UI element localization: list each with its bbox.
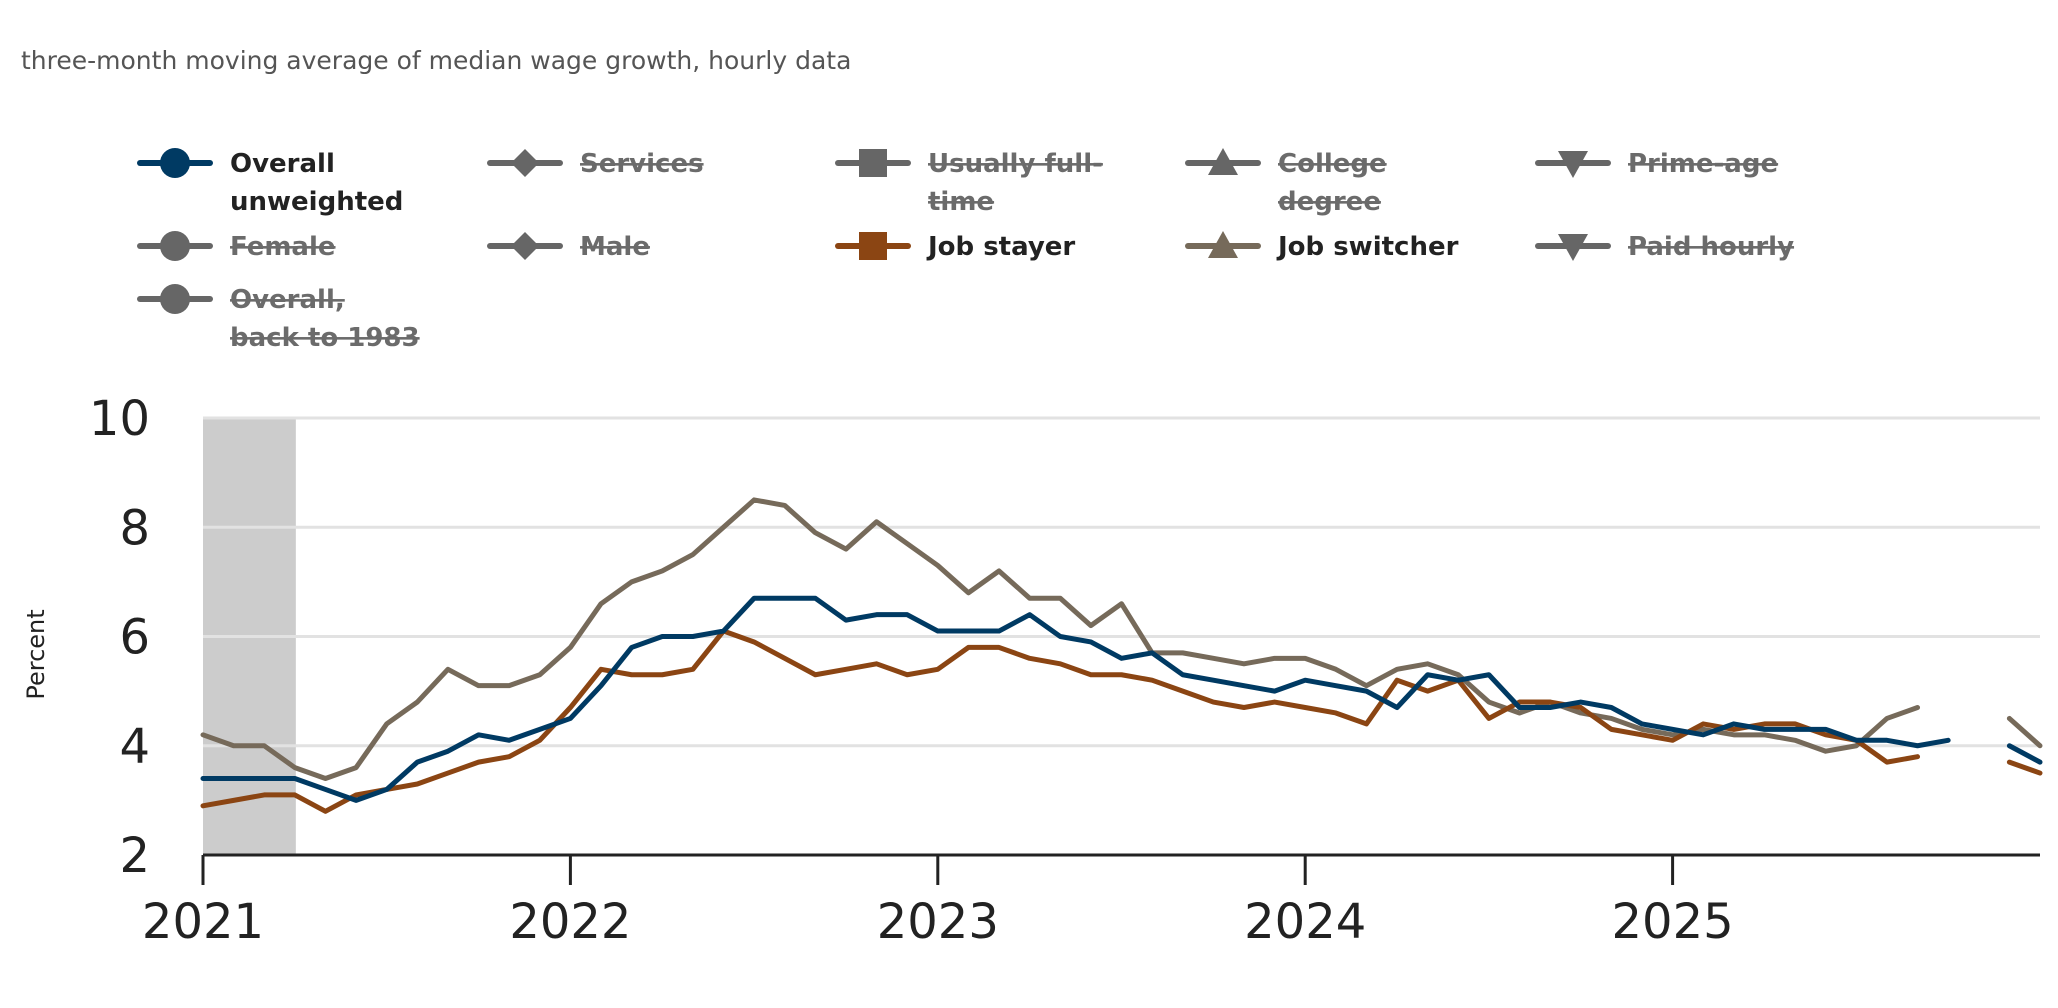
legend-label: Paid hourly — [1628, 232, 1794, 262]
series-line-segment — [200, 628, 1921, 814]
legend-marker-triangle-up — [1208, 148, 1238, 175]
legend-marker-triangle-down — [1558, 234, 1588, 261]
y-tick-label: 8 — [119, 500, 150, 556]
y-tick-label: 6 — [119, 610, 150, 666]
legend-label: Usually full-time — [928, 149, 1103, 217]
x-tick-label: 2025 — [1612, 894, 1734, 950]
legend-marker-circle — [160, 284, 190, 314]
series-line-segment — [2006, 743, 2043, 765]
legend-marker-square — [859, 232, 887, 260]
legend-label: Services — [580, 149, 704, 179]
legend-item-overall-back-to-1983[interactable]: Overall, back to 1983 — [137, 284, 420, 353]
legend-label: Job stayer — [926, 232, 1075, 262]
series-line-segment — [200, 497, 1921, 782]
legend-item-job-switcher[interactable]: Job switcher — [1185, 231, 1459, 262]
y-axis-label: Percent — [22, 609, 50, 699]
legend-item-overall-unweighted[interactable]: Overall unweighted — [137, 148, 403, 217]
series-job-stayer — [200, 628, 2043, 814]
legend-item-usually-full-time[interactable]: Usually full-time — [835, 149, 1103, 217]
legend-marker-diamond — [511, 149, 539, 177]
series-line-segment — [2006, 715, 2043, 749]
legend-item-paid-hourly[interactable]: Paid hourly — [1535, 232, 1794, 262]
legend-item-job-stayer[interactable]: Job stayer — [835, 232, 1075, 262]
legend-item-prime-age[interactable]: Prime-age — [1535, 149, 1778, 179]
legend-item-male[interactable]: Male — [487, 232, 650, 262]
legend-marker-diamond — [511, 232, 539, 260]
series-line-segment — [200, 595, 1951, 803]
y-tick-label: 4 — [119, 719, 150, 775]
legend-label: Job switcher — [1276, 232, 1459, 262]
plot-area: 10 8 6 4 2 2021 2022 2023 2024 2025 Percent — [22, 391, 2043, 950]
legend-item-college-degree[interactable]: College degree — [1185, 148, 1387, 217]
legend-marker-triangle-down — [1558, 151, 1588, 178]
legend: Overall unweighted Services Usually full-ti… — [137, 148, 1794, 353]
legend-item-female[interactable]: Female — [137, 231, 336, 262]
legend-item-services[interactable]: Services — [487, 149, 704, 179]
legend-marker-circle — [160, 231, 190, 261]
y-tick-label: 10 — [89, 391, 150, 447]
legend-label: Prime-age — [1628, 149, 1778, 179]
legend-marker-triangle-up — [1208, 231, 1238, 258]
legend-label: College degree — [1278, 149, 1387, 217]
chart-subtitle: three-month moving average of median wag… — [21, 46, 852, 75]
legend-label: Female — [230, 232, 336, 262]
x-tick-label: 2022 — [509, 894, 631, 950]
x-tick-label: 2021 — [142, 894, 264, 950]
x-tick-label: 2024 — [1244, 894, 1366, 950]
legend-label: Overall unweighted — [230, 149, 403, 217]
legend-label: Overall, back to 1983 — [230, 285, 420, 353]
series-line-segment — [2006, 759, 2043, 776]
legend-label: Male — [580, 232, 650, 262]
legend-marker-circle — [160, 148, 190, 178]
y-tick-label: 2 — [119, 828, 150, 884]
legend-marker-square — [859, 149, 887, 177]
series-job-switcher — [200, 497, 2043, 782]
x-tick-label: 2023 — [877, 894, 999, 950]
series-overall-unweighted — [200, 595, 2043, 803]
